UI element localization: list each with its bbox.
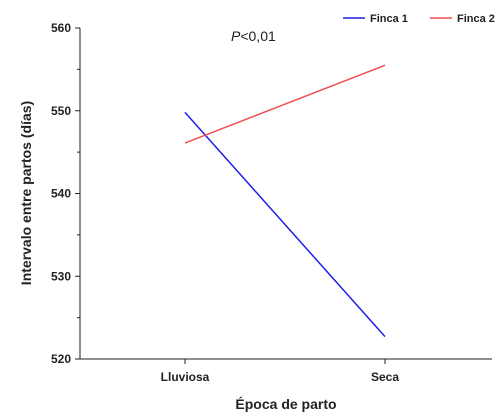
legend-label-2: Finca 2 [457, 13, 495, 25]
annotation-p-value: P<0,01 [231, 28, 276, 44]
y-tick-label: 540 [51, 187, 71, 201]
series-lines [184, 64, 386, 338]
y-tick-label: 550 [51, 104, 71, 118]
series-line-2 [184, 64, 386, 144]
plot-area [79, 28, 492, 360]
y-tick-label: 530 [51, 269, 71, 283]
y-axis-ticks: 520 530 540 550 560 [51, 21, 80, 366]
x-tick-label: Seca [371, 370, 399, 384]
y-tick-label: 520 [51, 352, 71, 366]
y-axis-title: Intervalo entre partos (días) [18, 101, 34, 285]
annotation-p-rest: <0,01 [240, 28, 276, 44]
x-axis-ticks: Lluviosa Seca [161, 359, 399, 384]
annotation-p-letter: P [231, 28, 241, 44]
legend-label-1: Finca 1 [370, 13, 408, 25]
legend: Finca 1 Finca 2 [343, 13, 495, 25]
series-line-1 [184, 111, 386, 338]
x-tick-label: Lluviosa [161, 370, 210, 384]
x-axis-title: Época de parto [235, 396, 336, 412]
y-tick-label: 560 [51, 21, 71, 35]
